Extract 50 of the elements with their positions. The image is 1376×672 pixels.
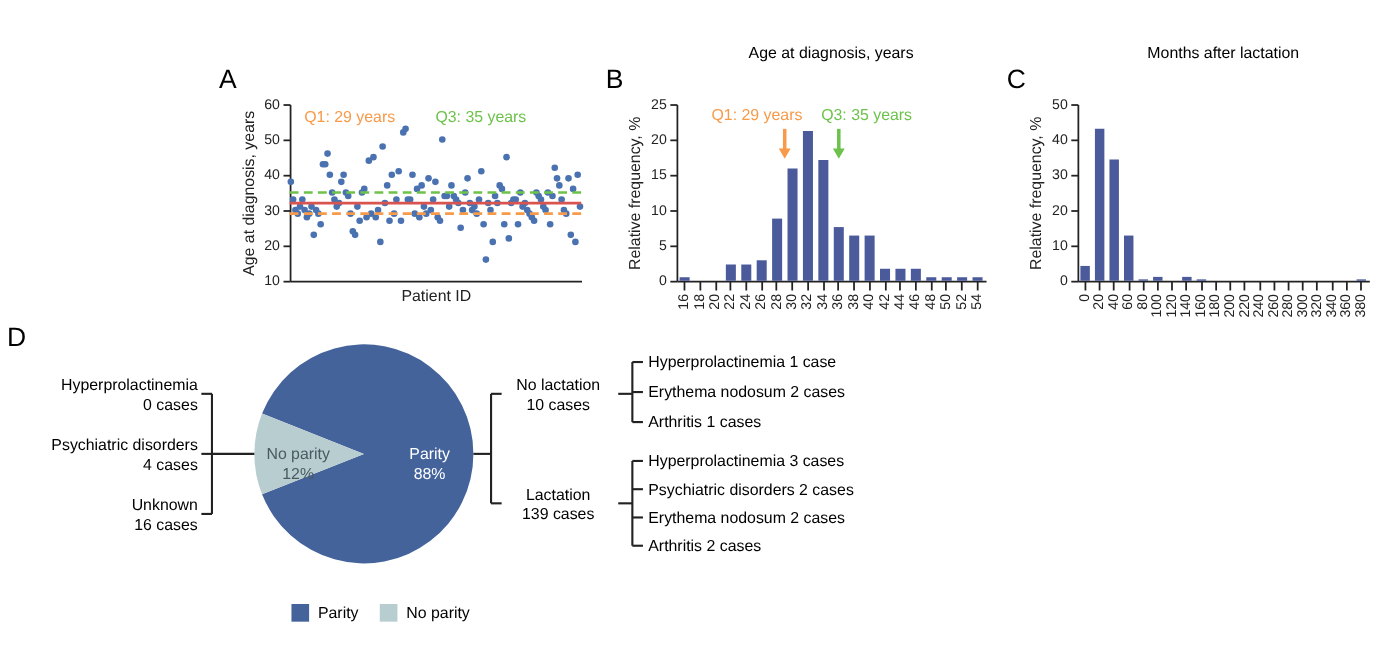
bar [725,264,736,281]
bar [1124,235,1134,281]
text: Unknown 16 cases [131,496,198,534]
slice-label: No parity [266,445,330,464]
bar [864,235,875,281]
bar [1080,265,1090,281]
text: Hyperprolactinemia 1 case [648,353,838,372]
data-label: 12% [282,464,315,483]
bar [895,268,906,281]
bar [910,268,921,281]
bar [802,130,813,281]
text: A [219,64,238,95]
text: Psychiatric disorders 4 cases [51,436,198,474]
bar [741,264,752,281]
y-axis-title: Relative frequency, % [1027,116,1046,270]
bar [756,260,767,281]
bar [833,227,844,281]
bar [1094,128,1105,281]
bar [787,168,798,281]
chart-title: Months after lactation [1147,44,1300,63]
text: No lactation 10 cases [516,376,601,414]
slice-label: Parity [409,445,450,464]
text: Erythema nodosum 2 cases [648,383,846,402]
bar [880,268,891,281]
text: Hyperprolactinemia 0 cases [61,376,199,414]
annotation: Q1: 29 years [304,107,396,126]
text: Psychiatric disorders 2 cases [648,480,854,499]
text: Erythema nodosum 2 cases [648,508,846,527]
y-axis-title: Relative frequency, % [626,116,645,270]
annotation: Q3: 35 years [821,106,913,125]
data-label: 88% [413,464,446,483]
annotation: Q1: 29 years [711,106,803,125]
text: D [7,322,27,353]
legend-label: Parity [317,604,359,623]
text: Lactation 139 cases [521,485,595,524]
bar [1109,159,1119,281]
bar [818,159,829,281]
chart-title: Age at diagnosis, years [748,44,914,63]
pie-slice [262,344,474,564]
text: C [1006,64,1027,95]
y-axis-title: Age at diagnosis, years [239,110,258,276]
text: Hyperprolactinemia 3 cases [648,452,845,471]
annotation: Q3: 35 years [435,107,527,126]
x-axis-title: Patient ID [401,287,472,306]
text: Arthritis 1 cases [648,413,762,432]
text: Arthritis 2 cases [648,537,762,556]
legend-label: No parity [406,604,470,623]
text: B [605,64,624,95]
bar [772,218,783,281]
bar [849,235,860,281]
